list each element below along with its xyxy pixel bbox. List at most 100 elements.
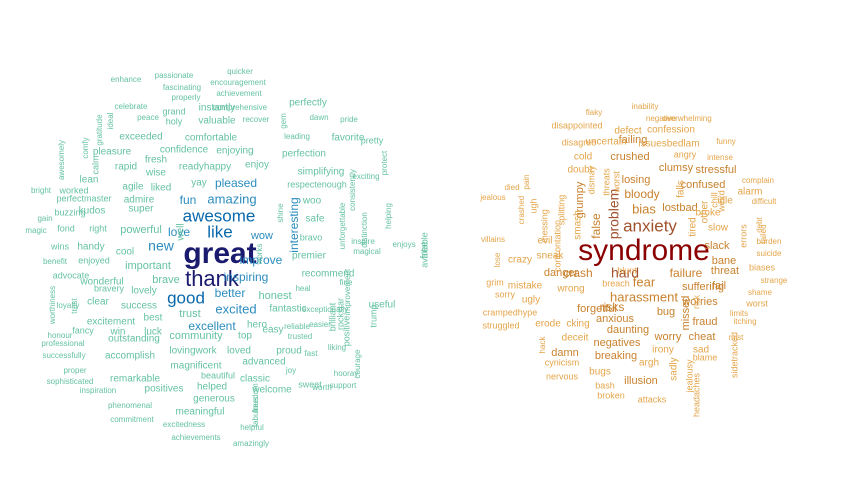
negative-word: idle [717,196,733,207]
positive-word: accomplish [105,351,155,362]
positive-word: shine [276,203,285,223]
positive-word: bravery [94,283,125,293]
positive-word: wow [250,230,273,242]
positive-word: leading [284,132,310,141]
positive-word: gain [37,214,52,223]
negative-word: biases [749,262,776,272]
negative-word: wrong [556,284,584,295]
positive-word: bright [31,186,52,195]
positive-word: enjoy [245,160,269,171]
negative-word: flaky [586,108,602,117]
positive-word: important [125,260,171,272]
positive-word: amazingly [233,439,269,448]
positive-word: right [89,223,107,233]
positive-word: distinction [360,212,369,248]
positive-word: welcome [251,385,292,396]
positive-word: hero [247,320,267,331]
negative-word: falls [676,180,687,198]
positive-word: magic [25,226,46,235]
positive-word: better [215,286,246,300]
positive-word: outstanding [108,334,160,345]
positive-word: cool [116,247,134,258]
negative-word: hack [538,336,547,354]
positive-word: ideal [106,112,115,129]
positive-word: awesomely [57,140,66,180]
negative-word: daunting [607,324,649,336]
positive-word: enjoying [216,146,253,157]
positive-word: professional [41,339,84,348]
negative-word: headaches [691,372,701,417]
positive-word: loved [227,346,251,357]
positive-word: handy [77,242,104,253]
positive-word: community [169,330,223,342]
negative-word: deceit [562,333,589,344]
positive-word: magical [353,247,381,256]
positive-word: recover [243,115,270,124]
positive-word: fascinating [163,83,201,92]
negative-word: bloody [624,187,659,201]
negative-word: confession [647,125,695,136]
positive-word: fabulous [251,397,260,427]
negative-word: itching [733,317,756,326]
positive-word: remarkable [110,374,160,385]
negative-word: disagree [562,137,597,147]
positive-word: clear [87,297,109,308]
positive-word: achievements [171,433,220,442]
positive-word: calm [90,155,100,174]
positive-word: win [109,327,125,338]
positive-word: free [420,241,431,259]
positive-word: helpful [240,423,264,432]
positive-word: enjoys [392,240,415,249]
negative-word: difficult [752,197,778,206]
positive-word: safe [306,214,325,225]
negative-word: risks [600,300,625,314]
positive-word: peace [137,113,159,122]
negative-word: limits [730,309,748,318]
negative-word: bias [632,201,656,216]
positive-word: perfection [282,149,326,160]
positive-word: gratitude [95,114,104,146]
positive-word: success [121,301,157,312]
positive-word: trusted [288,332,312,341]
positive-word: sweet [298,379,322,389]
positive-word: favorite [332,133,365,144]
positive-word: worked [58,185,88,195]
positive-word: excitedness [163,420,205,429]
negative-word: sidetracked [729,332,739,378]
positive-word: perfectmaster [56,193,111,203]
negative-word: suffering [682,281,724,293]
positive-word: top [238,331,252,342]
negative-word: crampedhype [483,307,538,317]
positive-word: fine [340,278,353,287]
positive-word: wins [50,241,70,251]
positive-word: advanced [242,357,285,368]
negative-word: grim [486,277,504,287]
negative-word: mistake [508,281,543,292]
negative-word: weird [716,190,726,213]
negative-word: overwhelming [662,114,711,123]
positive-word: trust [179,308,200,320]
negative-word: fear [633,274,656,289]
negative-word: errors [738,224,748,248]
positive-word: luck [144,327,163,338]
positive-word: consistently [348,169,357,211]
negative-word: ugh [528,198,538,213]
positive-word: beautiful [201,370,235,380]
positive-word: improvement [343,268,352,315]
positive-word: brilliant [327,302,337,331]
negative-word: bugs [589,367,611,378]
positive-word: properly [172,93,201,102]
negative-word: missed [680,296,692,331]
positive-word: pleased [215,176,257,190]
positive-word: wonderful [79,277,123,288]
negative-word: crashed [517,196,526,224]
negative-word: nervous [546,371,579,381]
positive-word: inspire [351,237,375,246]
positive-word: fresh [145,155,167,166]
negative-word: risk [691,295,701,309]
negative-word: worries [681,296,718,308]
negative-word: blunt [617,265,637,275]
negative-word: cheat [689,331,716,343]
negative-word: splitting [556,195,566,226]
